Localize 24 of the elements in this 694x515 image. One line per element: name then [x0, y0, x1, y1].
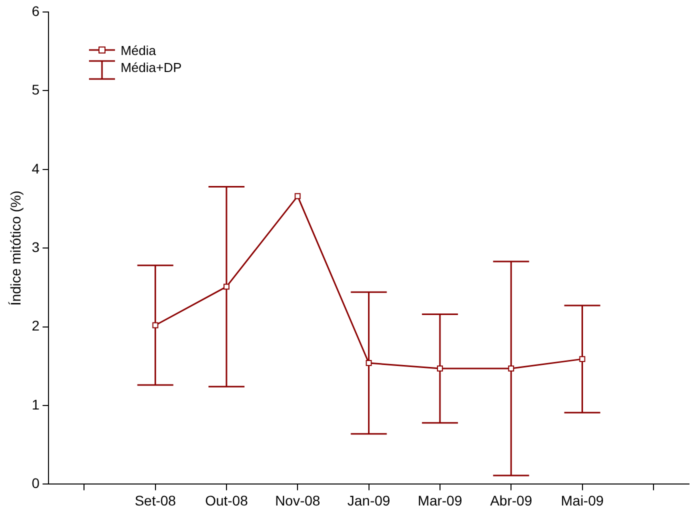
- point: [436, 366, 443, 372]
- y-tick-label: 4: [32, 160, 40, 176]
- point: [579, 356, 586, 362]
- point: [224, 284, 230, 290]
- annotation: Média+DP: [120, 60, 182, 75]
- y-tick-label: 6: [32, 2, 40, 19]
- point: [366, 360, 372, 366]
- x-tick-label: Jan-09: [347, 492, 390, 508]
- y-tick-label: 2: [32, 318, 40, 334]
- y-tick-label: 5: [32, 82, 40, 98]
- point: [508, 366, 514, 372]
- point: [294, 193, 301, 200]
- legend-label: Média: [120, 42, 156, 58]
- x-tick-label: Set-08: [134, 492, 176, 508]
- x-tick-label: Mai-09: [560, 492, 604, 508]
- y-tick-label: 3: [32, 238, 40, 255]
- x-tick-label: Mar-09: [418, 492, 462, 508]
- x-tick-label: Abr-09: [490, 492, 532, 508]
- x-tick-label: Nov-08: [275, 492, 320, 508]
- y-axis-title: Índice mitótico (%): [7, 190, 24, 306]
- y-tick-label: 1: [32, 396, 40, 412]
- point: [152, 322, 158, 328]
- x-tick-label: Out-08: [205, 492, 248, 508]
- y-tick-label: 0: [32, 475, 40, 492]
